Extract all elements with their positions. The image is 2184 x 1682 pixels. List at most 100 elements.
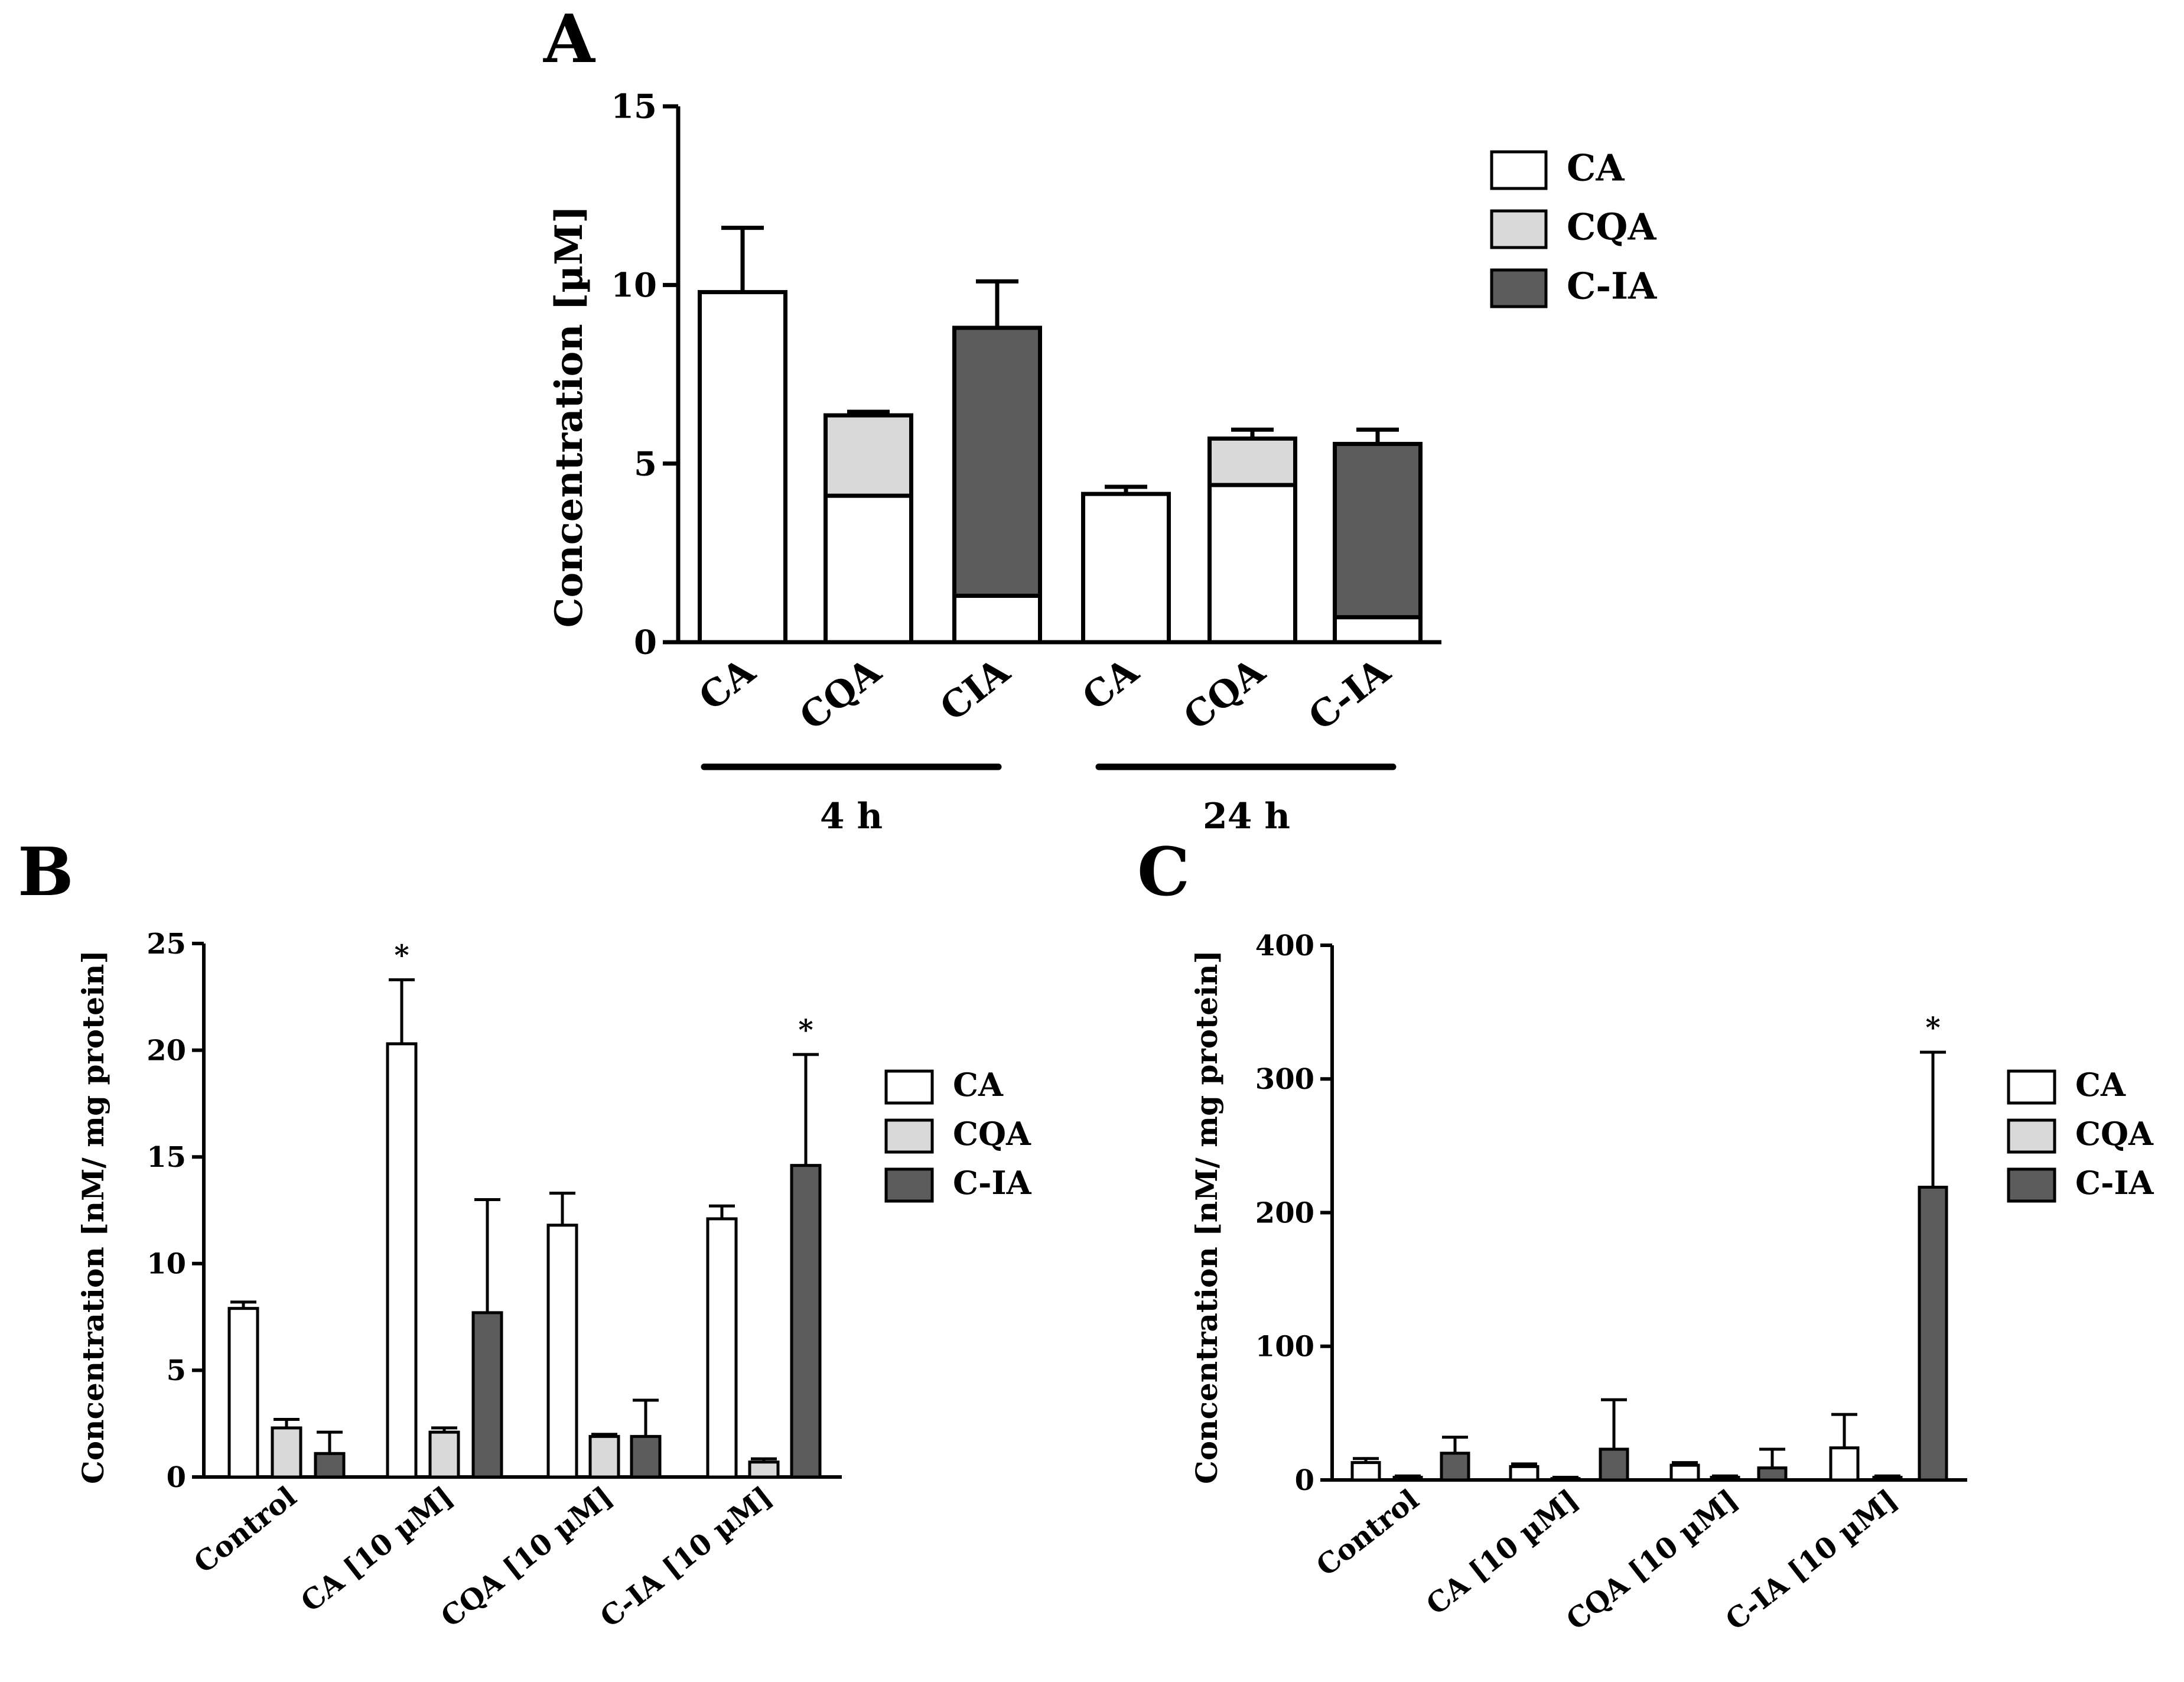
y-tick-label: 10 xyxy=(611,266,657,305)
category-label-c-ia: C-IA xyxy=(1300,649,1398,739)
legend-label-c-ia: C-IA xyxy=(1567,264,1657,307)
legend-swatch-ca xyxy=(1490,150,1548,190)
y-tick-label: 25 xyxy=(147,928,186,961)
bar-cqa-10-m-ca xyxy=(546,1224,578,1479)
legend-label-c-ia: C-IA xyxy=(953,1164,1032,1202)
bar-c-ia-10-m-c-ia xyxy=(1918,1186,1948,1482)
bar-ca-3-ca xyxy=(1081,492,1171,645)
bar-cqa-10-m-ca xyxy=(1669,1463,1700,1482)
legend-swatch-ca xyxy=(2007,1069,2056,1105)
bar-cqa-10-m-c-ia xyxy=(1757,1466,1788,1482)
panel-a-bars xyxy=(698,226,1423,645)
panel-a-category-labels: CA CQA CIA CA CQA C-IA xyxy=(691,649,1398,739)
category-label-control: Control xyxy=(188,1480,302,1580)
bar-c-ia-10-m-ca xyxy=(1829,1446,1860,1482)
category-label-cqa: CQA xyxy=(792,649,889,738)
category-label-ca: CA xyxy=(1074,649,1146,719)
bar-cia-2-ca xyxy=(952,593,1042,645)
legend-swatch-cqa xyxy=(884,1118,934,1154)
bar-cqa-10-m-c-ia xyxy=(630,1434,662,1479)
panel-a-letter: A xyxy=(543,1,596,78)
legend-label-cqa: CQA xyxy=(953,1115,1031,1153)
panel-a: A Concentration [µM] 0 5 10 15 CA CQA CIA CA CQ… xyxy=(543,1,1657,837)
category-label-ca: CA xyxy=(691,649,763,719)
panel-c-ylabel: Concentration [nM/ mg protein] xyxy=(1189,950,1224,1484)
bar-cqa-10-m-cqa xyxy=(1710,1475,1740,1482)
category-label-cia: CIA xyxy=(932,649,1018,730)
category-label-ca-10-m: CA [10 µM] xyxy=(1420,1483,1584,1622)
category-label-cqa: CQA xyxy=(1176,649,1273,738)
panel-a-legend: CA CQA C-IA xyxy=(1490,146,1657,308)
bar-cqa-10-m-cqa xyxy=(588,1434,620,1479)
group-label-4-h: 4 h xyxy=(820,796,883,837)
category-label-control: Control xyxy=(1310,1483,1425,1583)
panel-c: C Concentration [nM/ mg protein] 0 100 200… xyxy=(1137,834,2154,1637)
category-label-c-ia-10-m: C-IA [10 µM] xyxy=(1720,1483,1904,1637)
legend-swatch-c-ia xyxy=(1490,268,1548,308)
bar-cia-2-c-ia xyxy=(952,326,1042,598)
category-label-c-ia-10-m: C-IA [10 µM] xyxy=(594,1480,779,1634)
bar-control-c-ia xyxy=(314,1452,346,1479)
bar-cqa-4-cqa xyxy=(1207,436,1297,487)
bar-cqa-4-ca xyxy=(1207,483,1297,645)
bar-control-c-ia xyxy=(1440,1452,1470,1482)
bar-c-ia-5-ca xyxy=(1333,615,1423,645)
bar-control-cqa xyxy=(271,1426,302,1479)
bar-c-ia-10-m-c-ia xyxy=(790,1164,822,1479)
significance-marker: * xyxy=(798,1014,813,1047)
y-tick-label: 400 xyxy=(1255,929,1314,962)
y-tick-label: 5 xyxy=(167,1354,186,1387)
bar-ca-10-m-cqa xyxy=(428,1430,460,1479)
bar-control-ca xyxy=(1350,1461,1381,1482)
category-label-cqa-10-m: CQA [10 µM] xyxy=(1560,1483,1744,1637)
category-label-ca-10-m: CA [10 µM] xyxy=(295,1480,459,1619)
y-tick-label: 200 xyxy=(1255,1196,1314,1229)
bar-cqa-1-ca xyxy=(824,493,913,645)
legend-label-ca: CA xyxy=(2075,1066,2126,1104)
bar-c-ia-10-m-ca xyxy=(706,1217,738,1479)
panel-c-legend: CA CQA C-IA xyxy=(2007,1066,2154,1203)
legend-label-cqa: CQA xyxy=(1567,205,1656,248)
y-tick-label: 0 xyxy=(1295,1464,1314,1497)
bar-c-ia-10-m-cqa xyxy=(748,1460,780,1479)
y-tick-label: 0 xyxy=(634,623,657,662)
panel-c-bars: * xyxy=(1350,1011,1948,1482)
bar-cqa-1-cqa xyxy=(824,413,913,498)
bar-control-ca xyxy=(227,1307,259,1479)
legend-swatch-cqa xyxy=(1490,209,1548,249)
y-tick-label: 5 xyxy=(634,444,657,483)
legend-label-cqa: CQA xyxy=(2075,1115,2154,1153)
legend-swatch-cqa xyxy=(2007,1118,2056,1154)
legend-swatch-c-ia xyxy=(2007,1167,2056,1203)
legend-swatch-ca xyxy=(884,1069,934,1105)
significance-marker: * xyxy=(394,939,409,972)
bar-c-ia-10-m-cqa xyxy=(1872,1475,1903,1482)
bar-ca-10-m-c-ia xyxy=(471,1311,503,1479)
y-tick-label: 100 xyxy=(1255,1330,1314,1364)
panel-b-axes: 0 5 10 15 20 25 xyxy=(147,928,842,1494)
bar-ca-0-ca xyxy=(698,289,787,645)
bar-ca-10-m-cqa xyxy=(1550,1477,1581,1482)
bar-ca-10-m-ca xyxy=(386,1042,418,1479)
group-label-24-h: 24 h xyxy=(1203,796,1290,837)
y-tick-label: 20 xyxy=(147,1034,186,1067)
category-label-cqa-10-m: CQA [10 µM] xyxy=(435,1480,619,1634)
legend-label-ca: CA xyxy=(953,1066,1004,1104)
legend-swatch-c-ia xyxy=(884,1167,934,1203)
panel-a-ylabel: Concentration [µM] xyxy=(547,206,591,628)
legend-label-ca: CA xyxy=(1567,146,1625,189)
y-tick-label: 15 xyxy=(611,87,657,126)
significance-marker: * xyxy=(1925,1011,1940,1045)
panel-c-letter: C xyxy=(1137,834,1190,911)
y-tick-label: 15 xyxy=(147,1141,186,1174)
panel-a-axes: 0 5 10 15 xyxy=(611,87,1441,662)
y-tick-label: 0 xyxy=(167,1461,186,1494)
panel-b: B Concentration [nM/ mg protein] 0 5 10 15 2… xyxy=(18,834,1032,1634)
y-tick-label: 300 xyxy=(1255,1063,1314,1096)
y-tick-label: 10 xyxy=(147,1248,186,1281)
panel-b-legend: CA CQA C-IA xyxy=(884,1066,1032,1203)
bar-ca-10-m-c-ia xyxy=(1599,1447,1629,1482)
